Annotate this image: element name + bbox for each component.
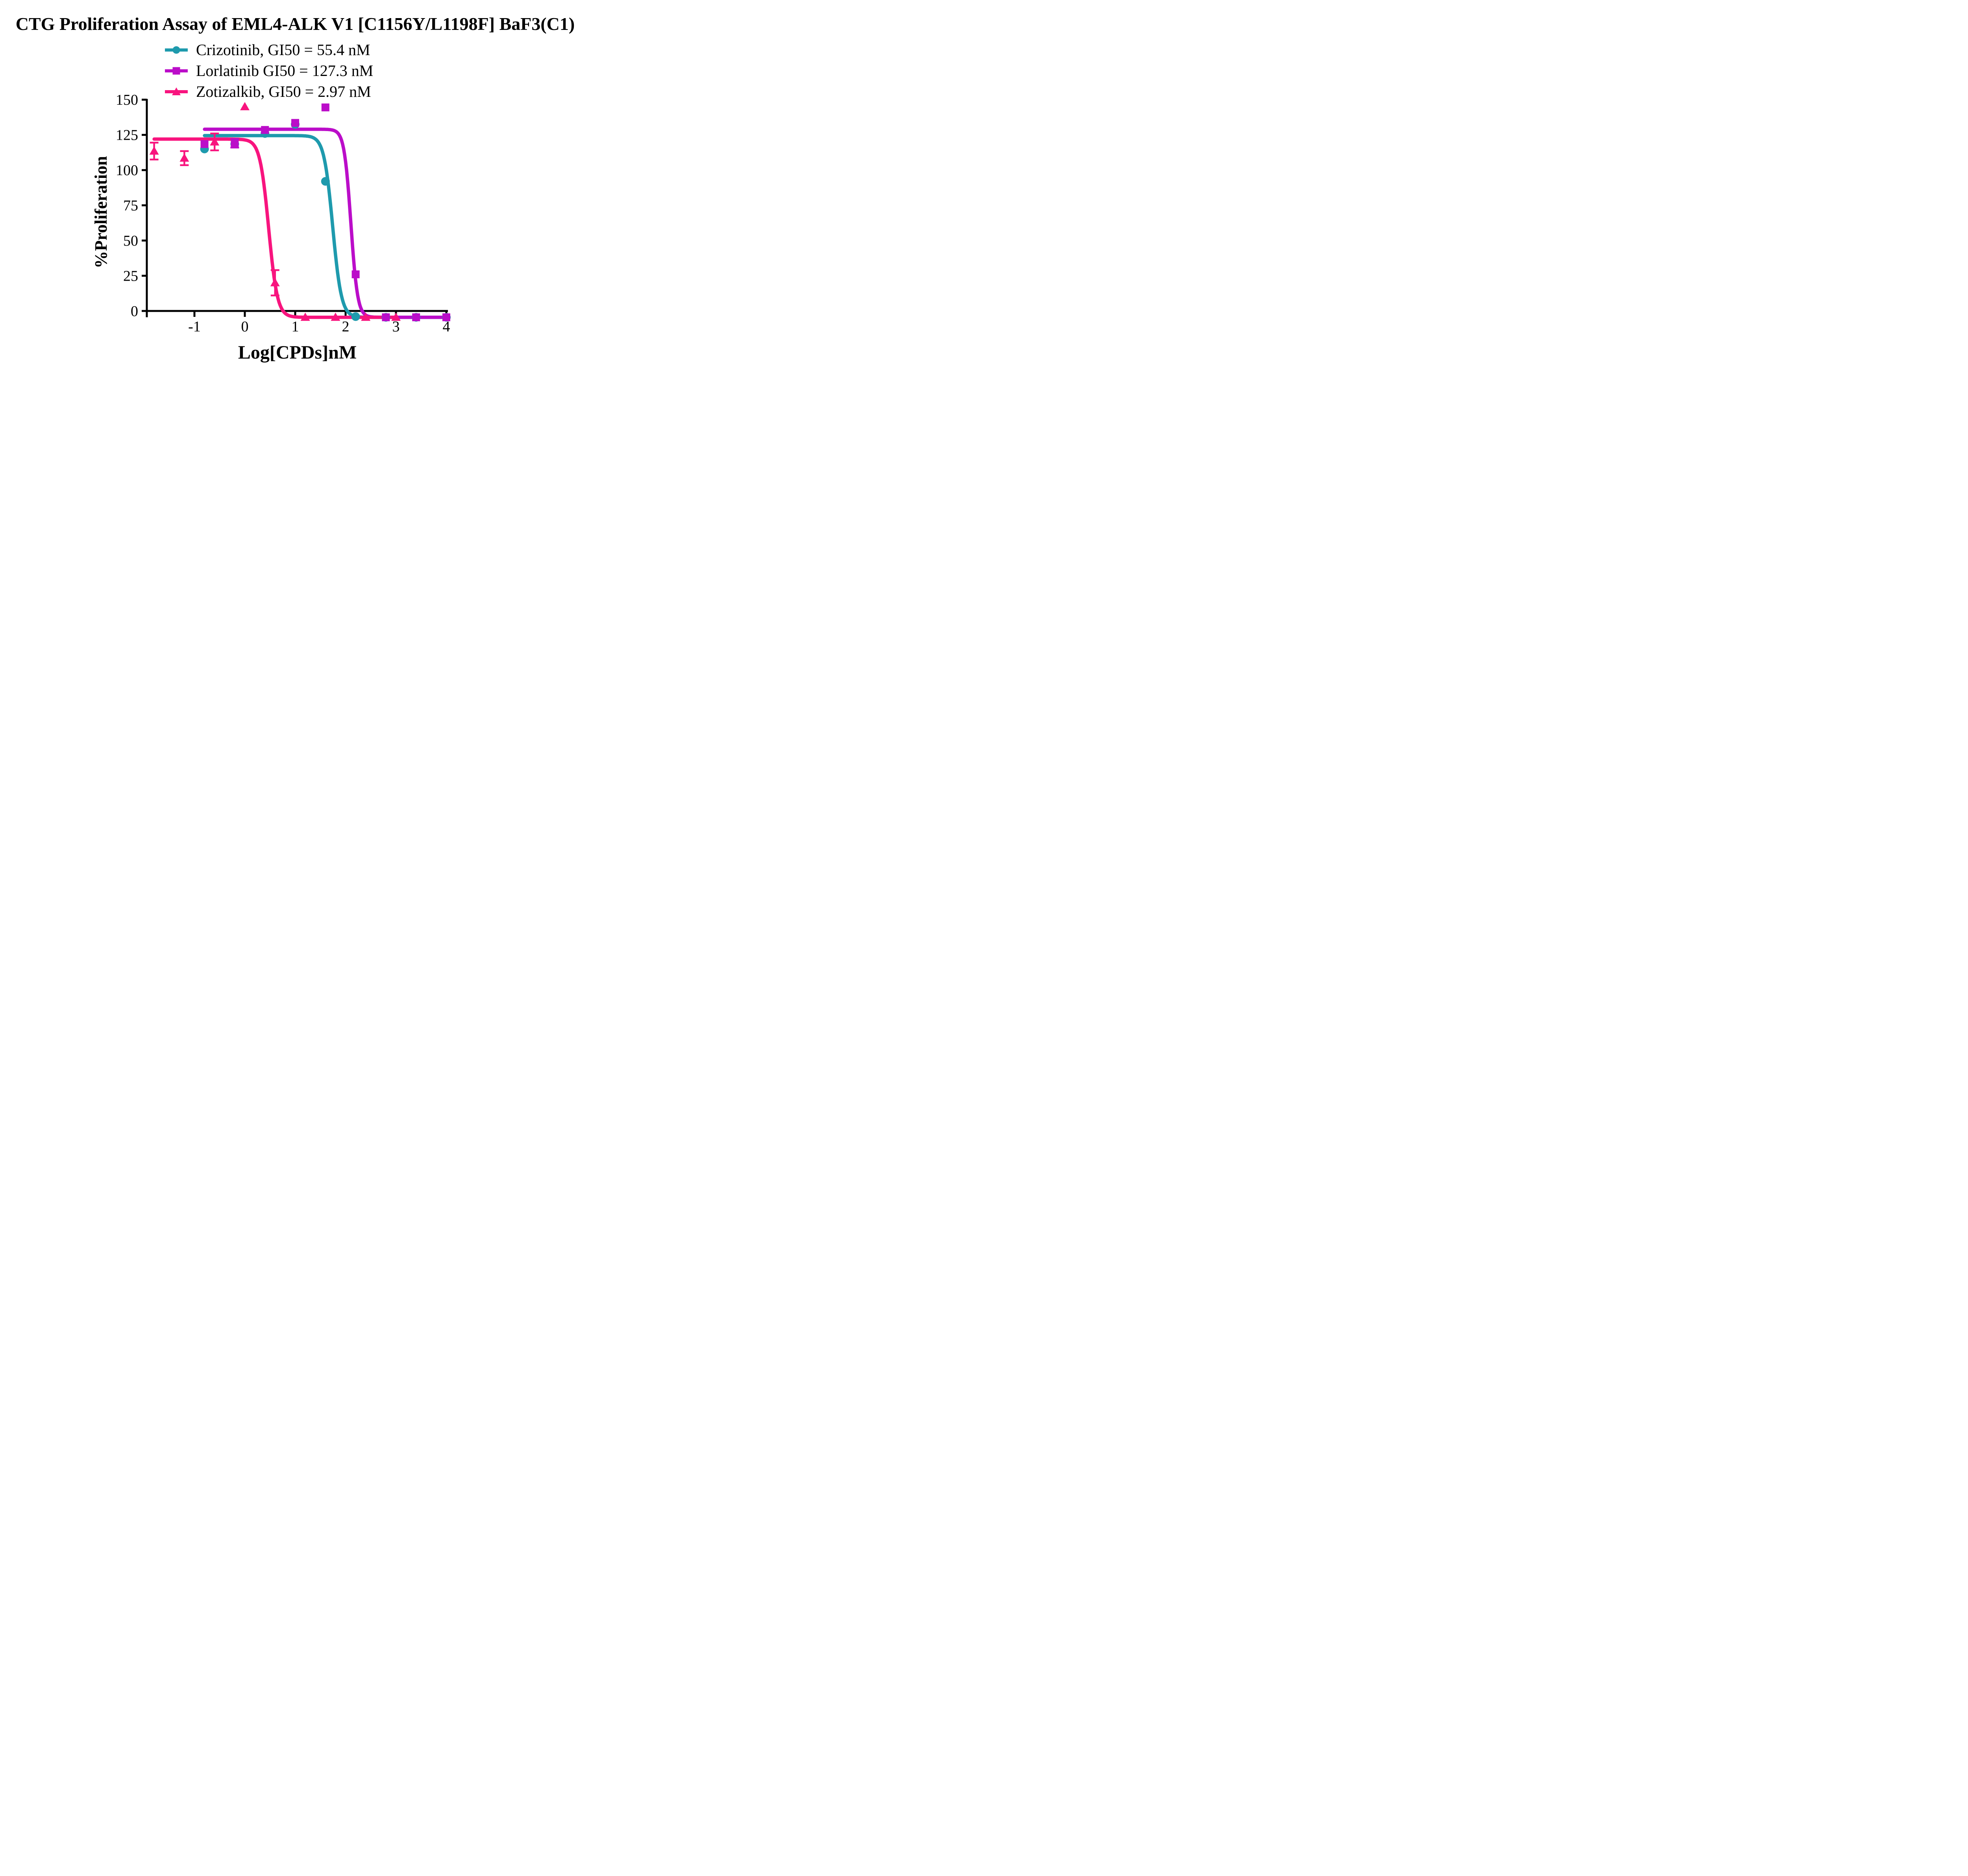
data-point-zotizalkib [361, 313, 371, 321]
crizotinib-circle-icon [165, 46, 188, 54]
legend-label-zotizalkib: Zotizalkib, GI50 = 2.97 nM [196, 83, 371, 100]
curve-lorlatinib [203, 128, 448, 319]
data-point-lorlatinib [382, 313, 390, 322]
curve-crizotinib [203, 134, 448, 319]
dose-response-plot: 0 25 50 75 100 125 150 -1 0 1 2 3 4 [116, 92, 451, 335]
data-point-zotizalkib [331, 313, 340, 321]
data-point-zotizalkib [149, 146, 159, 155]
zotizalkib-triangle-icon [165, 87, 188, 95]
data-point-zotizalkib [210, 137, 220, 146]
data-point-zotizalkib [391, 313, 401, 321]
data-point-lorlatinib [321, 103, 329, 111]
x-axis-title: Log[CPDs]nM [238, 342, 357, 363]
series-markers-zotizalkib [149, 102, 401, 321]
legend-label-crizotinib: Crizotinib, GI50 = 55.4 nM [196, 41, 370, 59]
y-tick-label: 25 [123, 268, 138, 285]
x-tick-label: 3 [392, 318, 400, 335]
data-point-zotizalkib [270, 278, 280, 287]
legend-item-zotizalkib: Zotizalkib, GI50 = 2.97 nM [164, 81, 373, 102]
y-tick-label: 0 [131, 303, 138, 320]
legend: Crizotinib, GI50 = 55.4 nM Lorlatinib GI… [164, 39, 373, 102]
data-point-lorlatinib [200, 140, 209, 148]
chart-title: CTG Proliferation Assay of EML4-ALK V1 [… [15, 14, 575, 34]
y-tick-label: 75 [123, 198, 138, 214]
data-point-lorlatinib [261, 126, 269, 134]
x-tick-label: 0 [241, 318, 249, 335]
data-point-lorlatinib [231, 139, 239, 148]
legend-item-lorlatinib: Lorlatinib GI50 = 127.3 nM [164, 60, 373, 81]
series-markers-lorlatinib [200, 103, 450, 322]
data-point-zotizalkib [300, 313, 310, 321]
x-tick-label: 1 [292, 318, 299, 335]
y-tick-label: 150 [116, 92, 138, 108]
y-tick-label: 50 [123, 233, 138, 249]
data-point-zotizalkib [179, 153, 189, 162]
data-point-crizotinib [351, 312, 360, 321]
x-tick-label: -1 [188, 318, 201, 335]
data-point-lorlatinib [351, 270, 360, 278]
y-tick-label: 125 [116, 127, 138, 144]
x-tick-label: 2 [342, 318, 350, 335]
data-point-lorlatinib [412, 313, 420, 322]
data-point-lorlatinib [442, 313, 450, 322]
series-markers-crizotinib [200, 120, 451, 322]
legend-label-lorlatinib: Lorlatinib GI50 = 127.3 nM [196, 62, 374, 80]
y-axis-title: %Proliferation [91, 156, 111, 268]
y-tick-label: 100 [116, 162, 138, 179]
data-point-zotizalkib [240, 102, 250, 111]
x-tick-label: 4 [443, 318, 450, 335]
chart-canvas: CTG Proliferation Assay of EML4-ALK V1 [… [0, 0, 590, 375]
legend-item-crizotinib: Crizotinib, GI50 = 55.4 nM [164, 39, 373, 60]
lorlatinib-square-icon [165, 67, 188, 74]
data-point-crizotinib [321, 177, 330, 186]
data-point-lorlatinib [291, 119, 299, 127]
